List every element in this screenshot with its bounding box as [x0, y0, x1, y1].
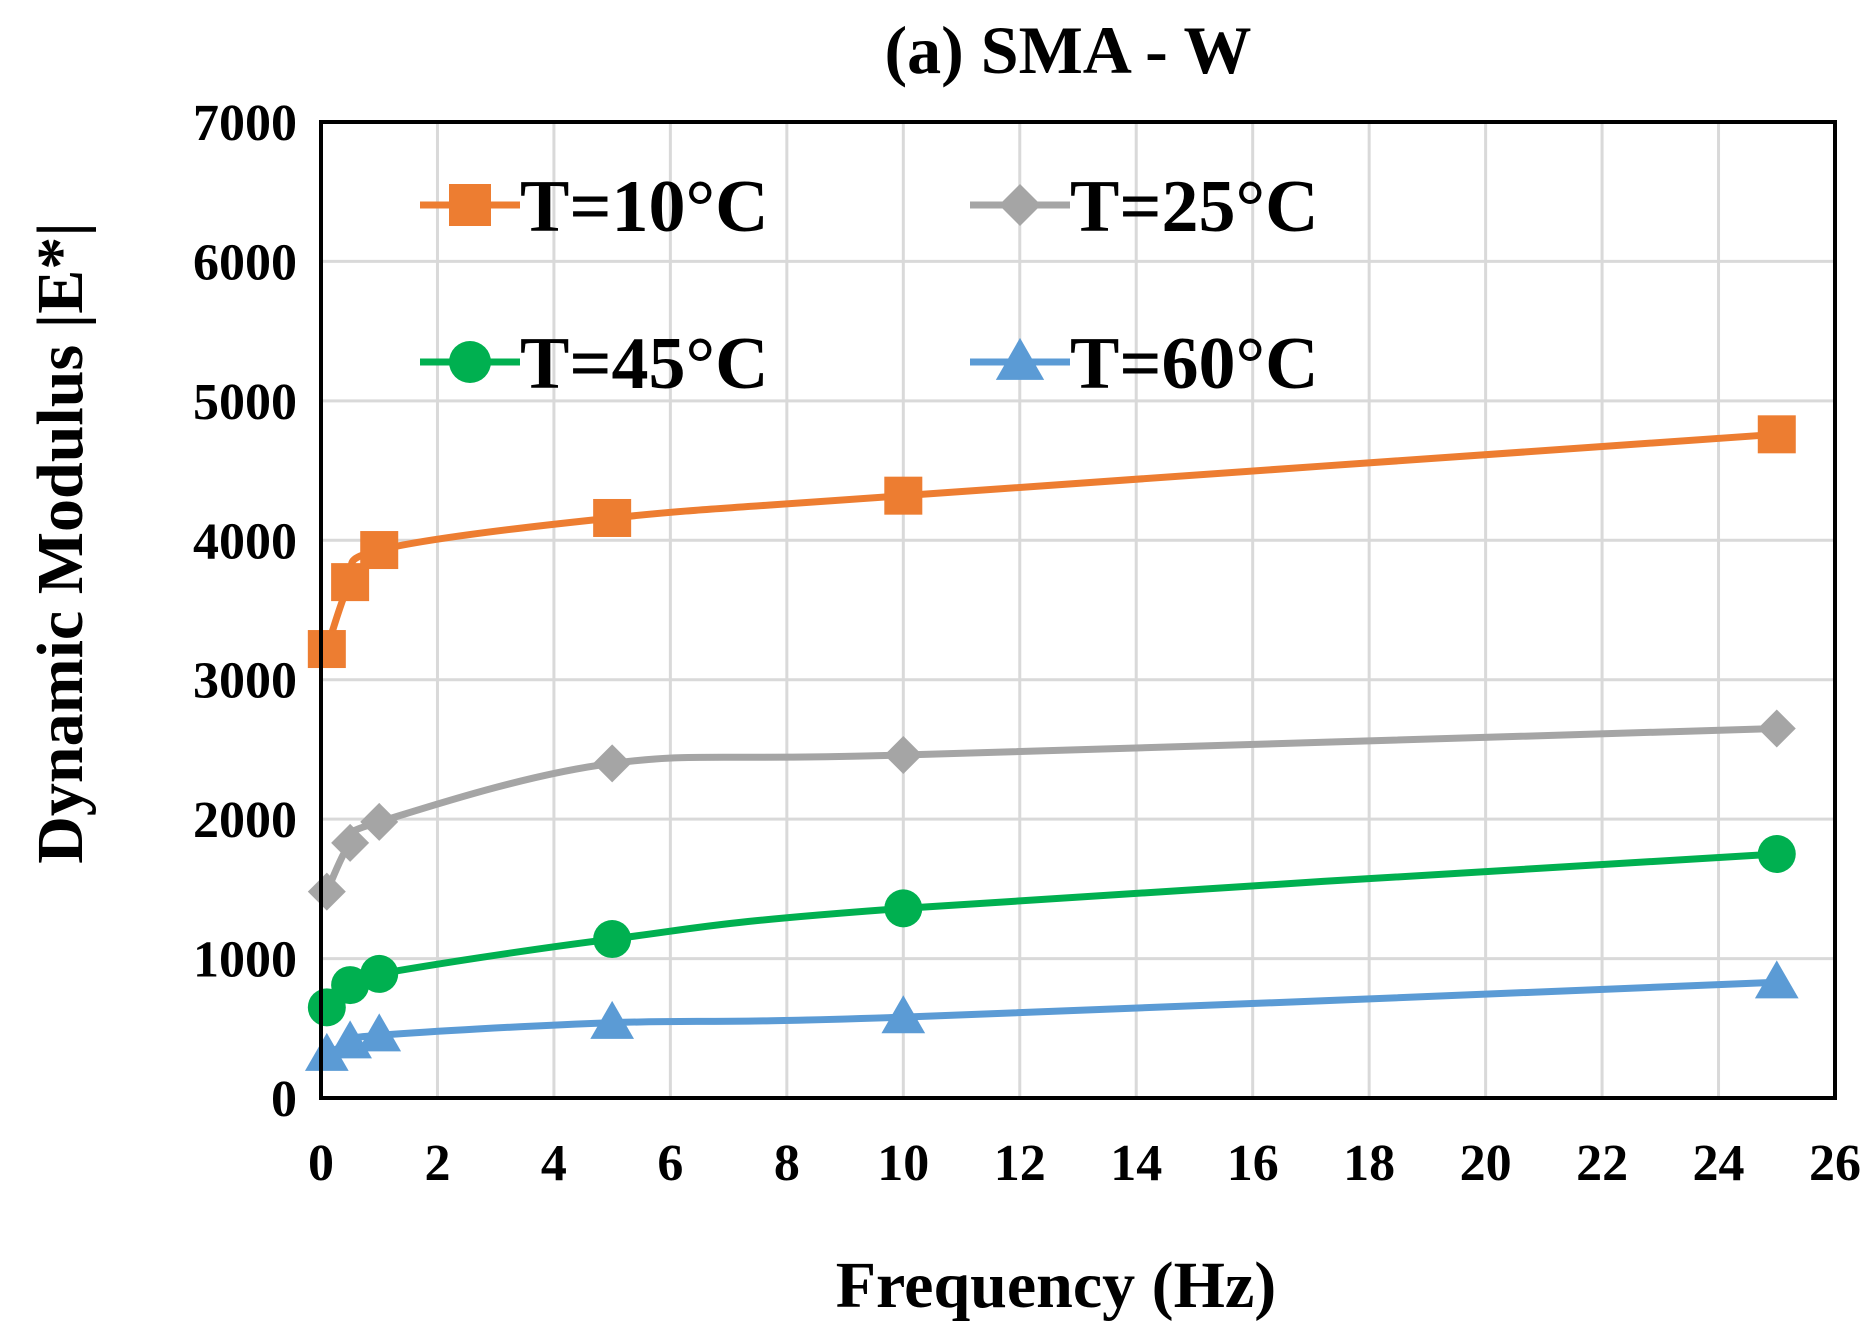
legend-label: T=45°C	[520, 323, 769, 405]
square-marker	[1757, 415, 1796, 454]
y-tick-label: 0	[271, 1071, 297, 1128]
diamond-marker	[1757, 709, 1796, 748]
y-tick-label: 7000	[193, 95, 297, 152]
x-tick-label: 18	[1343, 1135, 1395, 1192]
diamond-marker	[593, 744, 632, 783]
y-tick-label: 3000	[193, 653, 297, 710]
triangle-marker	[995, 337, 1045, 380]
x-tick-label: 10	[877, 1135, 929, 1192]
diamond-marker	[999, 184, 1041, 226]
circle-marker	[449, 341, 491, 383]
y-tick-label: 5000	[193, 374, 297, 431]
square-marker	[307, 630, 346, 669]
square-marker	[593, 498, 632, 537]
triangle-marker	[304, 1032, 349, 1071]
triangle-marker	[357, 1013, 402, 1052]
series-line	[323, 850, 1781, 1011]
square-marker	[884, 476, 923, 515]
tick-labels: 0 2 4 6 8 10 12 14 16 18 20 22 24 2601000200030004000…	[193, 95, 1861, 1192]
legend-item: T=10°C	[420, 166, 769, 248]
x-tick-label: 26	[1809, 1135, 1861, 1192]
series-layer	[304, 415, 1799, 1071]
legend-label: T=60°C	[1070, 323, 1319, 405]
x-tick-label: 4	[541, 1135, 567, 1192]
triangle-marker	[1754, 960, 1799, 999]
circle-marker	[593, 920, 632, 959]
series-t-45-c	[307, 835, 1796, 1027]
series-line	[323, 978, 1781, 1059]
x-tick-label: 14	[1110, 1135, 1162, 1192]
y-tick-label: 6000	[193, 234, 297, 291]
diamond-marker	[307, 872, 346, 911]
x-tick-label: 20	[1460, 1135, 1512, 1192]
circle-marker	[884, 889, 923, 928]
legend-item: T=60°C	[970, 323, 1319, 405]
chart-title: (a) SMA - W	[884, 12, 1251, 88]
x-tick-label: 6	[657, 1135, 683, 1192]
x-tick-label: 2	[424, 1135, 450, 1192]
legend: T=10°C T=25°C T=45°C T=60°C	[420, 166, 1319, 405]
diamond-marker	[884, 736, 923, 775]
circle-marker	[331, 966, 370, 1005]
series-t-25-c	[307, 709, 1796, 911]
x-tick-label: 22	[1576, 1135, 1628, 1192]
circle-marker	[360, 954, 399, 993]
square-marker	[449, 184, 491, 226]
square-marker	[331, 563, 370, 602]
series-t-10-c	[307, 415, 1796, 669]
x-tick-label: 0	[308, 1135, 334, 1192]
y-tick-label: 4000	[193, 513, 297, 570]
x-tick-label: 8	[774, 1135, 800, 1192]
legend-label: T=25°C	[1070, 166, 1319, 248]
y-tick-label: 1000	[193, 932, 297, 989]
grid-lines	[319, 120, 1837, 1100]
y-axis-title: Dynamic Modulus |E*|	[24, 222, 97, 864]
x-tick-label: 16	[1227, 1135, 1279, 1192]
legend-label: T=10°C	[520, 166, 769, 248]
series-t-60-c	[304, 960, 1799, 1071]
circle-marker	[1757, 835, 1796, 873]
triangle-marker	[590, 1000, 635, 1039]
y-tick-label: 2000	[193, 792, 297, 849]
legend-item: T=45°C	[420, 323, 769, 405]
legend-item: T=25°C	[970, 166, 1319, 248]
diamond-marker	[331, 823, 370, 862]
x-tick-label: 24	[1693, 1135, 1745, 1192]
x-tick-label: 12	[994, 1135, 1046, 1192]
x-axis-title: Frequency (Hz)	[836, 1249, 1277, 1322]
diamond-marker	[360, 802, 399, 841]
plot-area-border	[319, 120, 1837, 1100]
square-marker	[360, 531, 399, 570]
triangle-marker	[881, 995, 926, 1034]
